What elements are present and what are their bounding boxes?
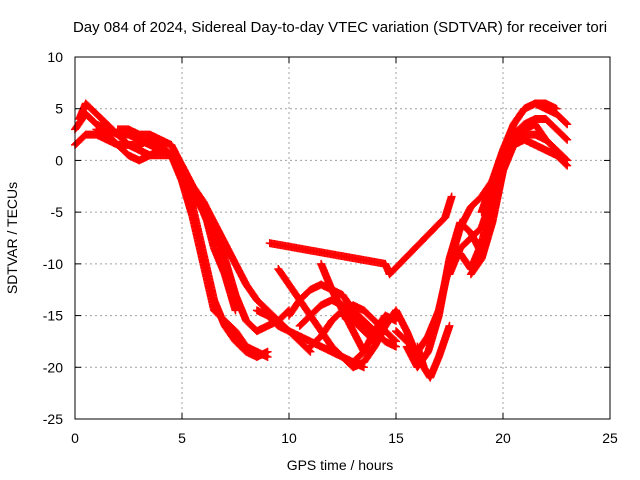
y-tick-label: 10 [47,49,63,65]
series-markers [71,130,229,258]
series-track-6 [167,151,293,336]
data-marks [71,99,572,382]
axis-ticks: 0 5 10 15 20 25 -25 -20 -15 -10 -5 0 5 10 [43,49,618,446]
series-markers [413,321,454,382]
series-track-21 [466,130,572,279]
y-tick-label: -15 [43,308,63,324]
x-tick-label: 15 [388,430,404,446]
series-markers [349,311,400,367]
grid-layer [75,57,610,419]
y-tick-label: -25 [43,411,63,427]
series-track-3 [71,130,229,258]
series-markers [265,192,456,279]
series-track-14 [349,311,400,367]
chart-title: Day 084 of 2024, Sidereal Day-to-day VTE… [73,19,607,36]
x-tick-label: 25 [602,430,618,446]
x-tick-label: 5 [178,430,186,446]
series-markers [167,151,293,336]
x-tick-label: 20 [495,430,511,446]
y-tick-label: -20 [43,359,63,375]
y-tick-label: -5 [51,204,64,220]
x-tick-label: 0 [71,430,79,446]
y-tick-label: -10 [43,256,63,272]
series-outliers [265,192,456,279]
y-axis-label: SDTVAR / TECUs [4,182,20,294]
plot-frame [74,56,611,420]
series-track-20 [477,99,561,217]
series-markers [477,99,561,217]
y-tick-label: 5 [55,101,63,117]
series-track-17 [413,321,454,382]
x-axis-label: GPS time / hours [287,457,394,473]
y-tick-label: 0 [55,152,63,168]
x-tick-label: 10 [281,430,297,446]
series-markers [466,130,572,279]
